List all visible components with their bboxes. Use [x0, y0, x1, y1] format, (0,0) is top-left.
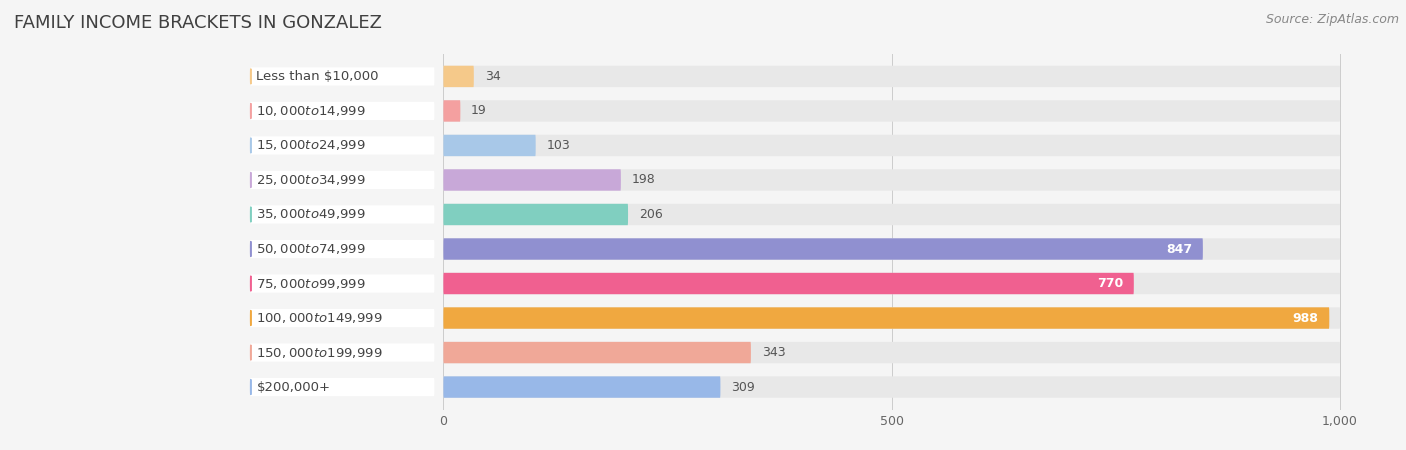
Text: 19: 19	[471, 104, 486, 117]
Text: $25,000 to $34,999: $25,000 to $34,999	[256, 173, 366, 187]
FancyBboxPatch shape	[250, 378, 434, 396]
FancyBboxPatch shape	[443, 135, 1340, 156]
Text: FAMILY INCOME BRACKETS IN GONZALEZ: FAMILY INCOME BRACKETS IN GONZALEZ	[14, 14, 382, 32]
Text: $100,000 to $149,999: $100,000 to $149,999	[256, 311, 382, 325]
FancyBboxPatch shape	[250, 136, 434, 154]
FancyBboxPatch shape	[443, 307, 1329, 329]
FancyBboxPatch shape	[443, 100, 460, 122]
Text: $150,000 to $199,999: $150,000 to $199,999	[256, 346, 382, 360]
Text: 309: 309	[731, 381, 755, 394]
Text: Less than $10,000: Less than $10,000	[256, 70, 378, 83]
Text: 34: 34	[485, 70, 501, 83]
FancyBboxPatch shape	[443, 376, 1340, 398]
FancyBboxPatch shape	[443, 135, 536, 156]
Text: $75,000 to $99,999: $75,000 to $99,999	[256, 276, 366, 291]
Text: $200,000+: $200,000+	[256, 381, 330, 394]
FancyBboxPatch shape	[443, 238, 1340, 260]
FancyBboxPatch shape	[250, 274, 434, 292]
Text: 198: 198	[631, 174, 655, 186]
Text: 103: 103	[547, 139, 571, 152]
FancyBboxPatch shape	[443, 376, 720, 398]
FancyBboxPatch shape	[443, 273, 1133, 294]
FancyBboxPatch shape	[443, 169, 621, 191]
FancyBboxPatch shape	[443, 307, 1340, 329]
FancyBboxPatch shape	[443, 204, 1340, 225]
FancyBboxPatch shape	[443, 342, 751, 363]
FancyBboxPatch shape	[443, 66, 1340, 87]
Text: $35,000 to $49,999: $35,000 to $49,999	[256, 207, 366, 221]
Text: $50,000 to $74,999: $50,000 to $74,999	[256, 242, 366, 256]
FancyBboxPatch shape	[443, 238, 1204, 260]
FancyBboxPatch shape	[250, 102, 434, 120]
FancyBboxPatch shape	[250, 171, 434, 189]
FancyBboxPatch shape	[250, 240, 434, 258]
FancyBboxPatch shape	[250, 343, 434, 362]
FancyBboxPatch shape	[443, 100, 1340, 122]
FancyBboxPatch shape	[250, 205, 434, 224]
FancyBboxPatch shape	[443, 169, 1340, 191]
Text: 847: 847	[1166, 243, 1192, 256]
Text: $15,000 to $24,999: $15,000 to $24,999	[256, 139, 366, 153]
Text: Source: ZipAtlas.com: Source: ZipAtlas.com	[1265, 14, 1399, 27]
Text: $10,000 to $14,999: $10,000 to $14,999	[256, 104, 366, 118]
FancyBboxPatch shape	[443, 204, 628, 225]
FancyBboxPatch shape	[250, 309, 434, 327]
Text: 206: 206	[638, 208, 662, 221]
FancyBboxPatch shape	[443, 273, 1340, 294]
Text: 770: 770	[1097, 277, 1123, 290]
FancyBboxPatch shape	[443, 66, 474, 87]
Text: 988: 988	[1292, 311, 1319, 324]
FancyBboxPatch shape	[443, 342, 1340, 363]
FancyBboxPatch shape	[250, 68, 434, 86]
Text: 343: 343	[762, 346, 786, 359]
